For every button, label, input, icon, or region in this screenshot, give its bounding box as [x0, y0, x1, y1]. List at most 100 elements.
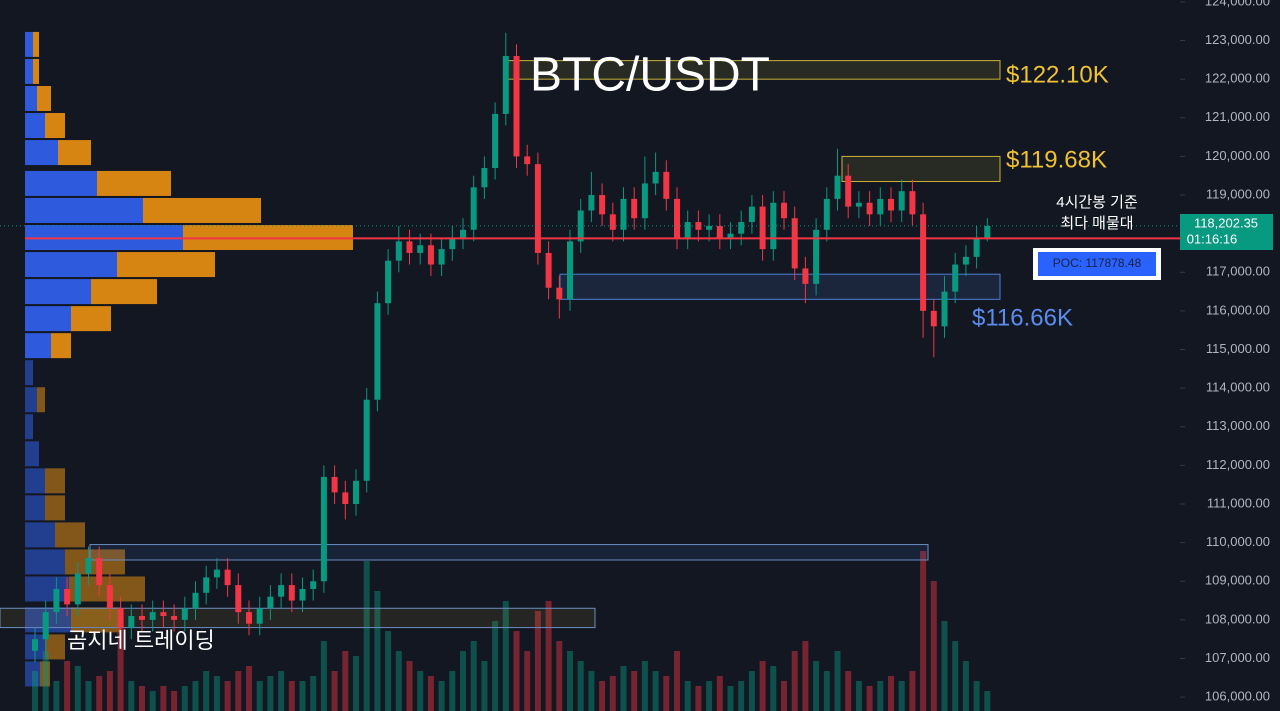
volume-bar	[674, 651, 680, 711]
volume-bar	[96, 676, 103, 711]
y-tick-label: 107,000.00	[1205, 650, 1270, 665]
candle-body	[534, 164, 541, 253]
profile-buy	[25, 279, 91, 305]
volume-bar	[117, 621, 124, 711]
candle-body	[813, 229, 820, 284]
candle-body	[620, 198, 627, 230]
poc-box	[1038, 252, 1156, 276]
candle-body	[716, 225, 723, 238]
profile-buy	[25, 140, 58, 166]
volume-bar	[609, 676, 616, 711]
volume-bar	[716, 676, 723, 711]
profile-buy	[25, 468, 45, 494]
volume-bar	[288, 681, 295, 711]
candle-body	[706, 225, 713, 230]
candle-body	[224, 569, 231, 586]
profile-sell	[55, 522, 85, 548]
candle-body	[320, 476, 327, 582]
y-tick-label: 111,000.00	[1207, 495, 1270, 510]
price-zone	[89, 544, 929, 561]
candle-body	[834, 175, 841, 199]
candle-body	[556, 287, 563, 300]
price-zone	[0, 607, 596, 629]
candle-body	[213, 569, 220, 578]
profile-buy	[25, 441, 39, 467]
volume-bar	[310, 676, 317, 711]
profile-sell	[97, 170, 171, 196]
volume-bar	[203, 671, 210, 711]
volume-bar	[85, 681, 92, 711]
volume-bar	[492, 621, 499, 711]
volume-bar	[246, 666, 252, 711]
profile-buy	[25, 360, 33, 386]
candle-body	[267, 596, 274, 609]
volume-bar	[952, 641, 959, 711]
profile-buy	[25, 495, 45, 521]
zone-label: $116.66K	[972, 304, 1073, 331]
volume-bar	[256, 681, 263, 711]
candle-body	[877, 198, 884, 215]
volume-bar	[930, 581, 937, 711]
profile-buy	[25, 197, 143, 223]
volume-bar	[481, 661, 488, 711]
candle-body	[385, 260, 392, 304]
volume-bar	[502, 601, 509, 711]
volume-bar	[898, 681, 905, 711]
volume-bar	[53, 681, 60, 711]
volume-bar	[363, 561, 370, 711]
candle-body	[128, 615, 135, 628]
volume-bar	[181, 686, 188, 711]
candle-body	[898, 191, 905, 211]
candle-body	[855, 202, 862, 207]
price-zone	[559, 273, 1001, 300]
profile-buy	[25, 414, 33, 440]
candle-body	[738, 222, 745, 234]
candle-body	[492, 113, 499, 168]
volume-bar	[460, 651, 466, 711]
y-tick-label: 108,000.00	[1205, 611, 1270, 626]
volume-bar	[941, 621, 948, 711]
volume-bar	[374, 591, 381, 711]
volume-bar	[823, 671, 830, 711]
y-tick-label: 113,000.00	[1206, 418, 1270, 433]
volume-bar	[235, 671, 242, 711]
candle-body	[502, 55, 509, 114]
volume-bar	[984, 691, 991, 711]
candle-body	[748, 206, 755, 223]
candle-body	[791, 218, 798, 269]
candle-body	[171, 615, 178, 620]
candle-body	[96, 558, 103, 586]
candle-body	[192, 592, 199, 609]
poc-label: POC: 117878.48	[1053, 256, 1142, 270]
candle-body	[781, 202, 787, 219]
volume-bar	[417, 671, 424, 711]
profile-buy	[25, 31, 33, 57]
volume-bar	[920, 551, 927, 711]
volume-bar	[171, 691, 178, 711]
candle-body	[909, 191, 916, 215]
y-tick-label: 121,000.00	[1205, 109, 1270, 124]
profile-sell	[40, 661, 50, 687]
candle-body	[941, 291, 948, 327]
candle-body	[631, 198, 638, 219]
candle-body	[770, 202, 777, 250]
volume-bar	[641, 661, 648, 711]
candle-body	[973, 237, 980, 257]
volume-bar	[32, 671, 38, 711]
candle-body	[278, 585, 285, 597]
profile-sell	[33, 31, 39, 57]
y-tick-label: 124,000.00	[1205, 0, 1270, 8]
price-tag-value: 118,202.35	[1194, 215, 1258, 230]
candle-body	[181, 608, 188, 620]
volume-bar	[706, 681, 713, 711]
volume-bar	[438, 681, 445, 711]
candle-body	[674, 198, 680, 238]
candle-body	[310, 581, 317, 589]
profile-sell	[45, 468, 65, 494]
volume-bar	[342, 651, 349, 711]
profile-buy	[25, 333, 51, 359]
candle-body	[513, 55, 520, 157]
candle-body	[460, 229, 466, 238]
zone-label: $122.10K	[1006, 61, 1109, 88]
